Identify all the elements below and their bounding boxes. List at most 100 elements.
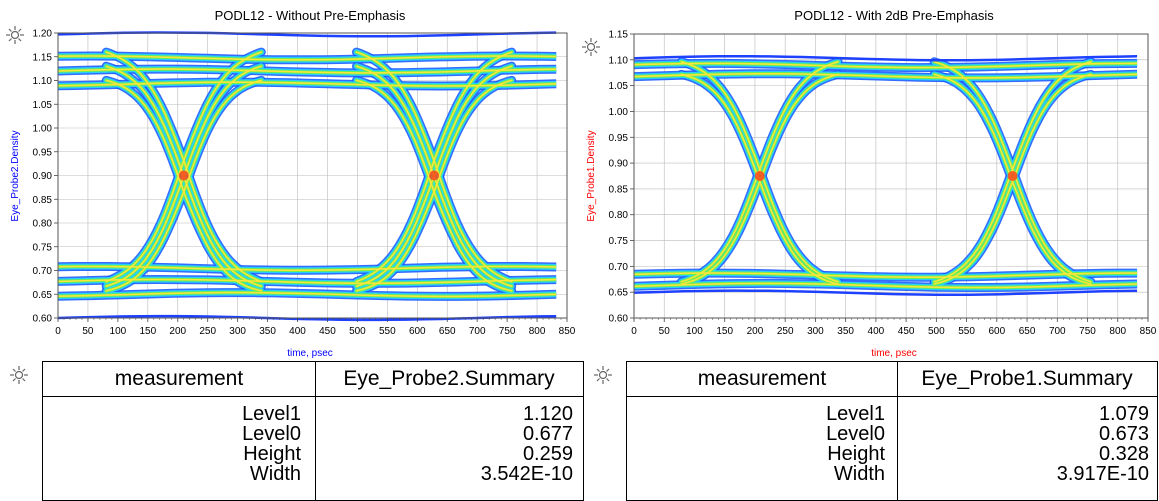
y-tick-label: 1.15 bbox=[33, 52, 53, 63]
y-tick-label: 1.20 bbox=[33, 29, 53, 40]
x-tick-label: 600 bbox=[409, 326, 426, 337]
row-label-height: Height bbox=[827, 443, 885, 465]
chart-title: PODL12 - With 2dB Pre-Emphasis bbox=[794, 8, 994, 23]
y-tick-label: 1.00 bbox=[609, 107, 629, 118]
x-tick-label: 500 bbox=[349, 326, 366, 337]
y-tick-label: 0.60 bbox=[33, 314, 53, 325]
x-tick-label: 300 bbox=[229, 326, 246, 337]
crosshair-marker-icon[interactable] bbox=[594, 366, 612, 384]
eye-diagram-with-pre-emphasis: PODL12 - With 2dB Pre-Emphasis Eye_Probe… bbox=[586, 8, 1157, 359]
row-value-level1: 1.120 bbox=[522, 403, 573, 425]
eye-top-limit bbox=[633, 54, 1138, 62]
y-tick-label: 0.70 bbox=[33, 266, 53, 277]
table-header: measurement Eye_Probe1.Summary bbox=[627, 362, 1157, 397]
row-label-level1: Level1 bbox=[242, 403, 301, 425]
eye-falling-trace bbox=[933, 73, 1092, 285]
x-tick-label: 450 bbox=[898, 326, 915, 337]
y-tick-label: 1.05 bbox=[33, 100, 53, 111]
y-tick-label: 0.80 bbox=[33, 219, 53, 230]
x-axis-label: time, psec bbox=[287, 348, 333, 359]
eye-high-rail bbox=[633, 62, 1138, 69]
eye-low-rail bbox=[57, 265, 557, 272]
y-tick-label: 0.65 bbox=[33, 290, 53, 301]
x-axis-label: time, psec bbox=[871, 348, 917, 359]
x-tick-label: 150 bbox=[716, 326, 733, 337]
x-tick-label: 450 bbox=[319, 326, 336, 337]
x-tick-label: 850 bbox=[559, 326, 576, 337]
x-tick-label: 400 bbox=[868, 326, 885, 337]
row-label-height: Height bbox=[243, 443, 301, 465]
row-value-width: 3.542E-10 bbox=[480, 463, 573, 485]
summary-table-probe2: measurement Eye_Probe2.Summary Level1 1.… bbox=[42, 361, 584, 501]
summary-table-probe1: measurement Eye_Probe1.Summary Level1 1.… bbox=[626, 361, 1158, 501]
y-tick-label: 0.75 bbox=[33, 242, 53, 253]
eye-falling-trace bbox=[933, 60, 1092, 283]
row-label-level1: Level1 bbox=[826, 403, 885, 425]
eye-crossing-hotspot bbox=[1007, 171, 1018, 181]
y-tick-label: 0.60 bbox=[609, 314, 629, 325]
eye-falling-trace bbox=[680, 73, 839, 285]
x-tick-label: 150 bbox=[139, 326, 156, 337]
y-axis-label: Eye_Probe2.Density bbox=[10, 130, 21, 221]
x-tick-label: 500 bbox=[928, 326, 945, 337]
x-tick-label: 700 bbox=[1049, 326, 1066, 337]
eye-falling-trace bbox=[355, 79, 513, 292]
y-tick-label: 0.95 bbox=[609, 133, 629, 144]
y-tick-label: 0.85 bbox=[609, 184, 629, 195]
x-tick-label: 250 bbox=[777, 326, 794, 337]
x-tick-label: 550 bbox=[379, 326, 396, 337]
crosshair-marker-icon[interactable] bbox=[582, 38, 600, 56]
row-value-height: 0.328 bbox=[1098, 443, 1149, 465]
x-tick-label: 650 bbox=[439, 326, 456, 337]
eye-low-rail bbox=[633, 272, 1138, 279]
eye-crossing-hotspot bbox=[178, 170, 189, 181]
crosshair-marker-icon[interactable] bbox=[6, 26, 24, 44]
x-tick-label: 800 bbox=[1109, 326, 1126, 337]
y-tick-label: 0.90 bbox=[609, 159, 629, 170]
row-value-width: 3.917E-10 bbox=[1056, 463, 1149, 485]
y-tick-label: 0.65 bbox=[609, 288, 629, 299]
x-tick-label: 200 bbox=[747, 326, 764, 337]
eye-falling-trace bbox=[355, 51, 513, 283]
eye-crossing-hotspot bbox=[754, 171, 765, 181]
row-value-level0: 0.677 bbox=[522, 423, 573, 445]
y-tick-label: 0.80 bbox=[609, 210, 629, 221]
x-tick-label: 550 bbox=[958, 326, 975, 337]
column-divider bbox=[315, 362, 316, 500]
x-tick-label: 300 bbox=[807, 326, 824, 337]
y-tick-label: 1.05 bbox=[609, 81, 629, 92]
header-summary: Eye_Probe1.Summary bbox=[921, 367, 1133, 390]
row-value-level1: 1.079 bbox=[1098, 403, 1149, 425]
eye-falling-trace bbox=[680, 60, 839, 283]
y-tick-label: 1.15 bbox=[609, 30, 629, 41]
y-tick-label: 0.75 bbox=[609, 236, 629, 247]
x-tick-label: 700 bbox=[469, 326, 486, 337]
x-tick-label: 50 bbox=[659, 326, 671, 337]
eye-high-rail bbox=[57, 55, 557, 61]
y-tick-label: 0.95 bbox=[33, 147, 53, 158]
row-value-height: 0.259 bbox=[522, 443, 573, 465]
eye-falling-trace bbox=[353, 77, 515, 294]
column-divider bbox=[897, 362, 898, 500]
table-header: measurement Eye_Probe2.Summary bbox=[43, 362, 583, 397]
x-tick-label: 600 bbox=[988, 326, 1005, 337]
x-tick-label: 50 bbox=[82, 326, 94, 337]
crosshair-marker-icon[interactable] bbox=[10, 366, 28, 384]
eye-high-rail bbox=[633, 73, 1138, 79]
row-value-level0: 0.673 bbox=[1098, 423, 1149, 445]
eye-falling-trace bbox=[103, 77, 265, 294]
header-measurement: measurement bbox=[697, 367, 827, 390]
eye-falling-trace bbox=[105, 51, 263, 283]
x-tick-label: 800 bbox=[529, 326, 546, 337]
x-tick-label: 0 bbox=[631, 326, 637, 337]
eye-high-rail bbox=[57, 81, 557, 87]
header-summary: Eye_Probe2.Summary bbox=[343, 367, 555, 390]
x-tick-label: 850 bbox=[1140, 326, 1157, 337]
eye-low-rail bbox=[57, 278, 557, 285]
y-tick-label: 0.90 bbox=[33, 171, 53, 182]
row-label-width: Width bbox=[833, 463, 885, 485]
header-measurement: measurement bbox=[114, 367, 244, 390]
x-tick-label: 750 bbox=[1079, 326, 1096, 337]
y-tick-label: 1.10 bbox=[33, 76, 53, 87]
x-tick-label: 100 bbox=[686, 326, 703, 337]
